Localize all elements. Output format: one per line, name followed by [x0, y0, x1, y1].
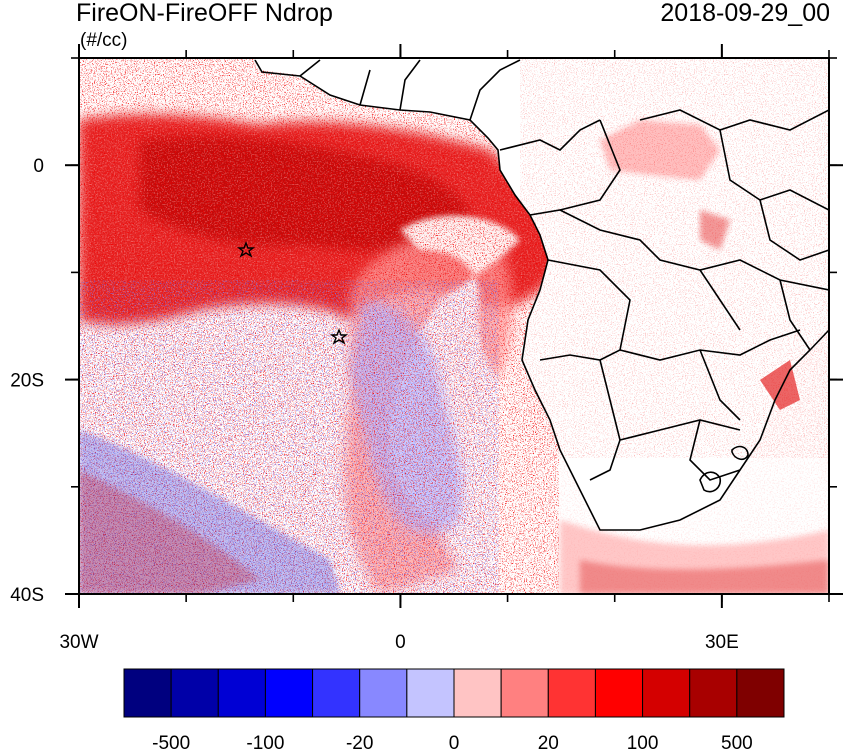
data-field	[79, 58, 829, 594]
colorbar-label: 100	[627, 733, 659, 750]
colorbar-label: -20	[346, 733, 373, 750]
colorbar-swatch	[123, 668, 172, 718]
lat-tick-label: 0	[33, 156, 44, 177]
lat-tick-label: 20S	[10, 371, 44, 392]
timestamp-label: 2018-09-29_00	[660, 0, 830, 27]
colorbar-swatch	[547, 668, 596, 718]
colorbar-swatch	[406, 668, 455, 718]
axis-ticks: 30W 0 30E 0 20S 40S	[10, 44, 843, 653]
units-label: (#/cc)	[80, 30, 128, 51]
colorbar-swatch	[642, 668, 691, 718]
lon-tick-label: 30W	[59, 632, 98, 653]
star-markers	[236, 241, 349, 345]
colorbar: -500 -100 -20 0 20 100 500	[123, 668, 785, 750]
colorbar-label: -100	[246, 733, 284, 750]
colorbar-label: 0	[449, 733, 460, 750]
colorbar-label: 20	[538, 733, 559, 750]
plot-frame	[78, 57, 830, 595]
colorbar-swatch	[312, 668, 361, 718]
lat-tick-label: 40S	[10, 585, 44, 606]
colorbar-swatch	[736, 668, 785, 718]
colorbar-swatch	[264, 668, 314, 718]
lon-tick-label: 30E	[705, 632, 739, 653]
colorbar-swatch	[689, 668, 738, 718]
star-marker-icon	[329, 328, 349, 345]
map-title: FireON-FireOFF Ndrop	[76, 0, 333, 27]
colorbar-swatch	[594, 668, 644, 718]
colorbar-swatch	[217, 668, 266, 718]
colorbar-swatch	[500, 668, 549, 718]
coastlines	[254, 59, 829, 531]
colorbar-swatch	[453, 668, 502, 718]
star-marker-icon	[236, 241, 256, 258]
colorbar-swatch	[359, 668, 408, 718]
colorbar-label: 500	[721, 733, 753, 750]
colorbar-label: -500	[152, 733, 190, 750]
colorbar-swatch	[170, 668, 219, 718]
lon-tick-label: 0	[395, 632, 406, 653]
